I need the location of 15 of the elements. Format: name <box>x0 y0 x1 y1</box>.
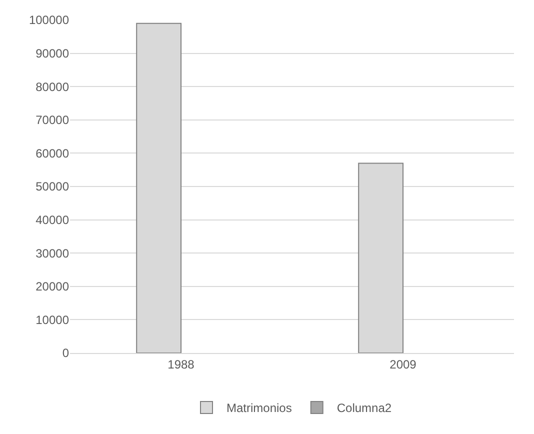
y-tick-label: 90000 <box>36 46 70 60</box>
y-tick-label: 80000 <box>36 80 70 94</box>
y-tick-label: 10000 <box>36 312 70 327</box>
x-tick-label: 2009 <box>390 357 417 372</box>
y-tick-label: 0 <box>62 346 70 360</box>
y-tick-label: 50000 <box>36 180 70 194</box>
y-tick-label: 70000 <box>36 113 70 128</box>
y-tick-label: 30000 <box>36 246 70 260</box>
y-tick-label: 20000 <box>36 280 70 294</box>
legend-label: Columna2 <box>336 401 392 416</box>
y-tick-label: 60000 <box>36 146 70 160</box>
x-tick-label: 1988 <box>168 357 195 372</box>
legend-label: Matrimonios <box>226 401 292 416</box>
y-tick-label: 40000 <box>36 213 70 227</box>
y-tick-label: 100000 <box>28 13 70 28</box>
